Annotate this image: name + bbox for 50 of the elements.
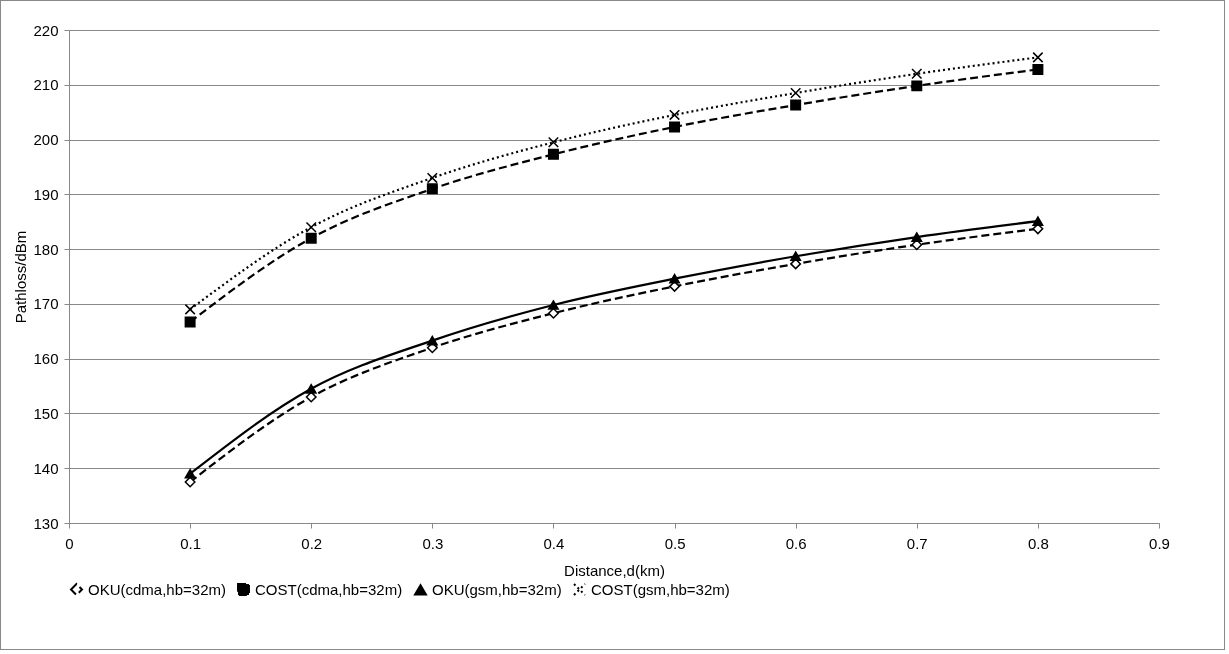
x-tick-label: 0.3 xyxy=(422,534,444,552)
legend-label: COST(cdma,hb=32m) xyxy=(255,580,403,598)
y-tick-label: 160 xyxy=(33,350,59,368)
point xyxy=(669,273,681,284)
y-tick-label: 140 xyxy=(33,459,59,477)
point xyxy=(426,183,438,195)
legend-label: OKU(cdma,hb=32m) xyxy=(88,580,226,598)
x-tick-label: 0.5 xyxy=(664,534,686,552)
y-tick-label: 180 xyxy=(33,240,59,258)
point xyxy=(790,87,802,99)
point xyxy=(184,303,196,315)
point xyxy=(184,468,196,479)
x-tick-label: 0.8 xyxy=(1027,534,1049,552)
y-tick-label: 170 xyxy=(33,295,59,313)
x-tick-label: 0.9 xyxy=(1149,534,1170,552)
x-tick-label: 0.2 xyxy=(301,534,323,552)
y-axis-title: Pathloss/dBm xyxy=(12,230,30,324)
y-tick-label: 210 xyxy=(33,76,59,94)
point xyxy=(911,80,923,92)
y-tick-label: 150 xyxy=(33,404,59,422)
point xyxy=(911,232,923,242)
point xyxy=(305,232,317,244)
x-tick-label: 0.6 xyxy=(785,534,807,552)
x-tick-label: 0 xyxy=(65,534,74,552)
point xyxy=(911,68,923,80)
legend-label: COST(gsm,hb=32m) xyxy=(591,580,730,598)
x-tick-label: 0.4 xyxy=(543,534,565,552)
point xyxy=(426,335,438,346)
legend-label: OKU(gsm,hb=32m) xyxy=(432,580,562,598)
point xyxy=(1032,63,1044,75)
x-tick-label: 0.7 xyxy=(906,534,928,552)
point xyxy=(547,300,559,310)
y-tick-label: 190 xyxy=(33,185,59,203)
point xyxy=(305,221,317,233)
point xyxy=(790,99,802,111)
point xyxy=(547,148,559,160)
point xyxy=(669,121,681,133)
point xyxy=(1032,51,1044,63)
point xyxy=(547,136,559,148)
y-tick-label: 200 xyxy=(33,131,59,149)
point xyxy=(305,383,317,394)
point xyxy=(669,109,681,121)
point xyxy=(426,172,438,184)
point xyxy=(1032,216,1044,227)
y-tick-label: 220 xyxy=(33,21,59,39)
x-axis-title: Distance,d(km) xyxy=(564,561,665,579)
x-tick-label: 0.1 xyxy=(180,534,202,552)
point xyxy=(184,316,196,328)
y-tick-label: 130 xyxy=(33,514,59,532)
point xyxy=(790,251,802,262)
